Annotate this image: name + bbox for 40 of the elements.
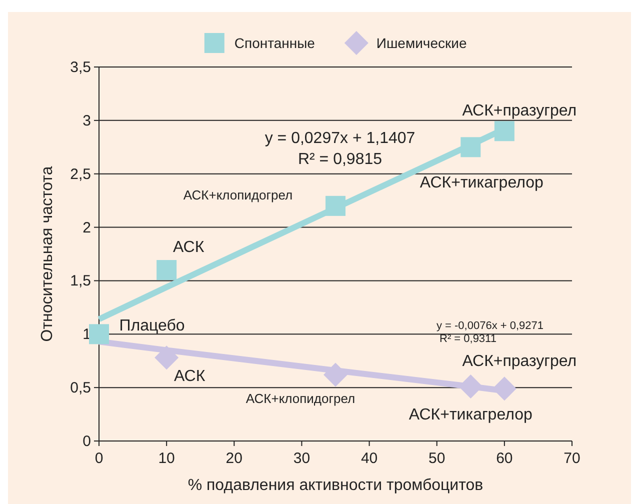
x-tick-label: 10 <box>158 450 175 467</box>
point <box>460 137 481 158</box>
annotation: АСК+празугрел <box>462 352 577 370</box>
y-tick-label: 0,5 <box>70 380 91 397</box>
point <box>324 362 348 387</box>
x-tick-label: 70 <box>564 450 580 467</box>
annotation: АСК+тикагрелор <box>420 174 544 192</box>
x-tick-label: 60 <box>496 450 513 467</box>
annotation: Плацебо <box>119 317 185 334</box>
annotation: АСК+празугрел <box>462 102 577 120</box>
y-tick-label: 2 <box>82 219 91 236</box>
point <box>494 121 514 142</box>
annotation: y = 0,0297x + 1,1407 <box>264 130 416 148</box>
x-axis-title: % подавления активности тромбоцитов <box>188 477 484 494</box>
legend-label: Спонтанные <box>234 35 316 51</box>
x-tick-label: 50 <box>428 450 446 467</box>
annotation: АСК <box>174 368 206 385</box>
point <box>154 346 179 370</box>
annotation: АСК+тикагрелор <box>408 406 532 424</box>
x-tick-label: 0 <box>94 450 104 467</box>
y-tick-label: 3 <box>82 112 91 130</box>
annotation: АСК+клопидогрел <box>246 391 356 406</box>
annotation: АСК+клопидогрел <box>183 187 293 202</box>
y-axis-title: Относительная частота <box>39 166 56 342</box>
point <box>156 260 177 280</box>
y-tick-label: 2,5 <box>70 166 91 183</box>
annotation: y = -0,0076x + 0,9271 <box>436 320 544 332</box>
annotation: R² = 0,9311 <box>440 332 496 345</box>
legend-label: Ишемические <box>376 35 467 51</box>
y-tick-label: 1,5 <box>70 272 91 290</box>
annotation: АСК <box>172 239 205 256</box>
point <box>89 324 109 344</box>
y-tick-label: 3,5 <box>70 59 91 76</box>
x-tick-label: 30 <box>293 450 310 467</box>
point <box>326 196 346 216</box>
annotation: R² = 0,9815 <box>298 151 382 168</box>
x-tick-label: 40 <box>360 450 378 467</box>
y-tick-label: 0 <box>82 433 91 450</box>
point <box>458 374 483 399</box>
x-tick-label: 20 <box>226 450 242 467</box>
